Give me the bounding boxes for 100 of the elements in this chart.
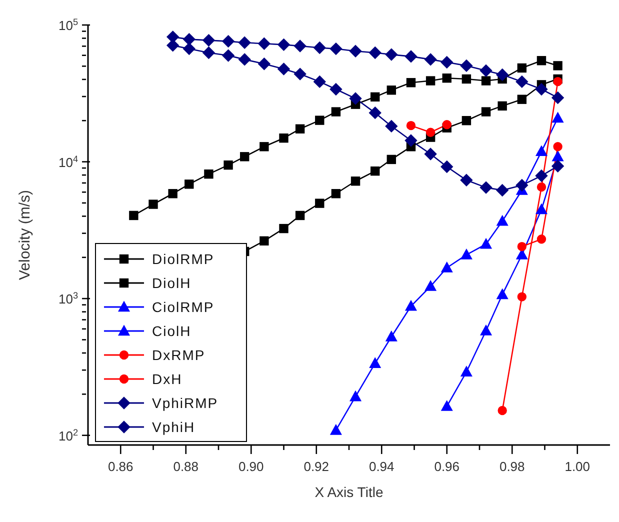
- point: [480, 238, 492, 249]
- point: [460, 366, 472, 376]
- legend-label: DxRMP: [152, 347, 206, 363]
- point: [204, 169, 214, 179]
- point: [331, 107, 341, 116]
- point: [553, 61, 562, 70]
- point: [202, 34, 215, 46]
- point: [238, 53, 251, 66]
- point: [294, 40, 306, 52]
- point: [552, 160, 564, 172]
- point: [278, 62, 290, 76]
- legend-label: DiolRMP: [152, 251, 214, 267]
- point: [516, 179, 528, 192]
- point: [552, 151, 564, 162]
- legend-label: CiolRMP: [152, 299, 214, 315]
- point: [517, 94, 527, 104]
- point: [536, 56, 546, 66]
- x-tick-label: 0.86: [108, 459, 134, 474]
- point: [369, 106, 382, 119]
- point: [279, 224, 288, 234]
- point: [386, 154, 396, 164]
- point: [279, 133, 288, 143]
- x-tick-label: 0.94: [368, 459, 394, 474]
- point: [424, 53, 437, 66]
- point: [481, 107, 491, 116]
- point: [536, 182, 546, 192]
- point: [516, 76, 528, 88]
- point: [349, 92, 362, 105]
- point: [349, 45, 362, 58]
- point: [222, 35, 234, 48]
- point: [442, 120, 452, 130]
- legend-label: VphiH: [152, 419, 196, 435]
- y-tick-label: 10$^{5}$: [58, 17, 78, 33]
- x-tick-label: 0.88: [173, 459, 199, 474]
- point: [148, 200, 158, 209]
- point: [517, 242, 527, 252]
- legend-label: CiolH: [152, 323, 192, 339]
- point: [386, 331, 398, 342]
- point: [202, 46, 215, 59]
- point: [295, 124, 305, 134]
- point: [535, 83, 548, 96]
- point: [552, 112, 564, 123]
- point: [424, 148, 437, 160]
- point: [350, 390, 362, 402]
- point: [553, 76, 562, 86]
- point: [240, 152, 250, 162]
- point: [314, 42, 326, 54]
- y-tick-label: 10$^{3}$: [58, 290, 78, 307]
- point: [258, 58, 270, 70]
- point: [405, 300, 417, 311]
- point: [406, 78, 416, 88]
- legend-label: VphiRMP: [152, 395, 218, 411]
- point: [183, 33, 196, 46]
- point: [369, 46, 382, 59]
- point: [462, 74, 472, 84]
- x-axis-title: X Axis Title: [314, 484, 384, 500]
- point: [385, 48, 398, 61]
- point: [552, 92, 564, 104]
- point: [496, 288, 508, 300]
- point: [404, 50, 418, 63]
- point: [536, 146, 548, 156]
- x-tick-label: 0.96: [434, 459, 460, 474]
- point: [535, 170, 548, 182]
- point: [496, 68, 508, 81]
- point: [441, 400, 452, 411]
- point: [331, 189, 341, 198]
- point: [184, 180, 194, 189]
- legend-label: DxH: [152, 371, 182, 387]
- point: [314, 76, 326, 88]
- point: [406, 120, 416, 130]
- point: [480, 325, 492, 336]
- point: [294, 68, 306, 80]
- point: [330, 42, 342, 55]
- x-tick-label: 0.90: [238, 459, 264, 474]
- point: [238, 36, 251, 49]
- point: [536, 204, 548, 214]
- point: [330, 83, 342, 96]
- point: [442, 74, 452, 83]
- point: [536, 234, 546, 244]
- point: [424, 280, 436, 291]
- x-tick-label: 1.00: [564, 459, 590, 474]
- point: [481, 76, 491, 86]
- point: [496, 216, 508, 226]
- point: [224, 160, 233, 170]
- point: [460, 174, 473, 186]
- point: [278, 38, 290, 51]
- point: [460, 249, 472, 260]
- point: [480, 64, 492, 77]
- legend-label: DiolH: [152, 275, 192, 291]
- point: [496, 184, 508, 196]
- point: [440, 160, 453, 173]
- point: [441, 262, 452, 272]
- point: [498, 101, 507, 111]
- y-tick-label: 10$^{2}$: [58, 427, 78, 444]
- point: [498, 406, 507, 416]
- point: [426, 128, 436, 137]
- point: [315, 116, 324, 125]
- point: [258, 38, 270, 50]
- point: [129, 210, 138, 220]
- point: [330, 424, 342, 435]
